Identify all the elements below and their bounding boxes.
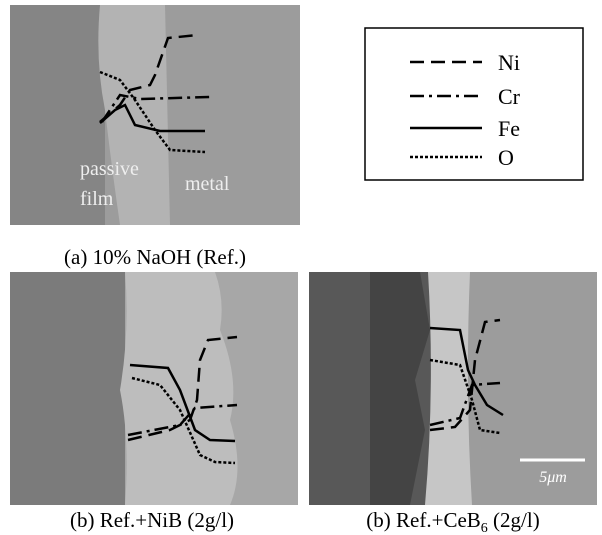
legend: Ni Cr Fe O xyxy=(365,28,583,180)
scale-label: 5μm xyxy=(539,469,567,486)
legend-label: Fe xyxy=(498,116,520,141)
sem-image-b1 xyxy=(10,272,298,505)
label: metal xyxy=(185,173,230,195)
legend-label: O xyxy=(498,145,514,170)
legend-label: Ni xyxy=(498,50,520,75)
caption-subscript: 6 xyxy=(481,521,488,535)
caption-text: (b) Ref.+CeB xyxy=(366,508,481,532)
sem-image-a xyxy=(10,5,300,225)
caption-suffix: (2g/l) xyxy=(488,508,540,532)
legend-label: Cr xyxy=(498,84,521,109)
label: passive xyxy=(80,158,139,180)
caption: (b) Ref.+CeB6 (2g/l) xyxy=(366,508,539,535)
figure: passive film metal (a) 10% NaOH (Ref.) N… xyxy=(0,0,602,535)
caption: (a) 10% NaOH (Ref.) xyxy=(64,245,246,269)
caption: (b) Ref.+NiB (2g/l) xyxy=(70,508,234,532)
label: film xyxy=(80,188,114,210)
